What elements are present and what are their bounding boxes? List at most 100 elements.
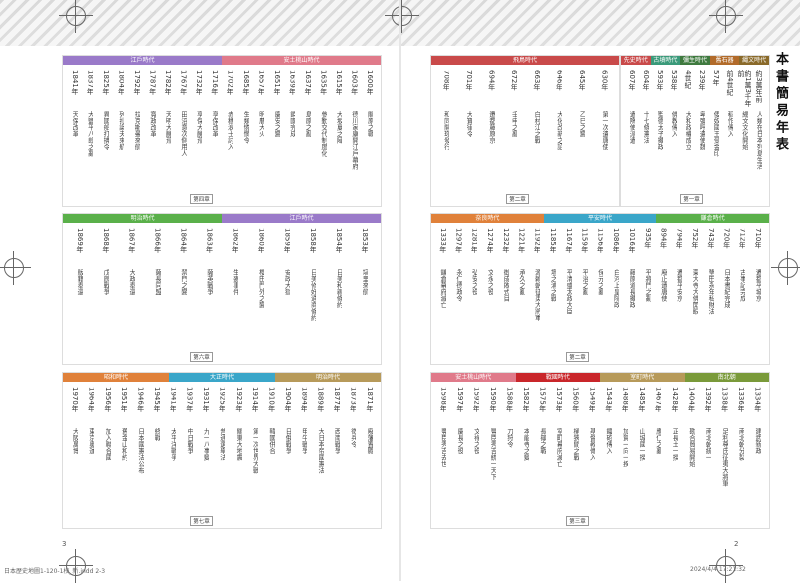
entry-event: 明曆大火: [257, 111, 265, 137]
timeline-entry: 1582年 本能寺之變: [518, 387, 534, 516]
timeline-entry: 1600年 關原之戰: [362, 70, 377, 194]
entry-event: 日本書紀完成: [722, 269, 730, 308]
entry-event: 終戰: [152, 428, 160, 441]
entry-event: 培里來航: [361, 269, 369, 295]
entry-event: 寬政改革: [148, 111, 156, 137]
entry-year: 1716年: [210, 70, 218, 95]
entry-event: 稻作傳入: [726, 111, 733, 137]
timeline-entry: 1274年 文永之役: [482, 228, 497, 352]
timeline-entry: 1871年 廢藩置縣: [362, 387, 377, 516]
era-band: 明治時代 江戶時代: [63, 214, 381, 223]
timeline-entry: 1590年 豐臣秀吉統一天下: [485, 387, 501, 516]
entry-event: 承久之亂: [517, 269, 525, 295]
crop-mark-icon: [0, 251, 31, 285]
entry-event: 戊辰戰爭: [101, 269, 109, 295]
entry-year: 1600年: [366, 70, 374, 95]
entry-event: 平清盛太政大臣: [564, 269, 572, 315]
timeline-entry: 607年 遣隋使派遣: [625, 70, 638, 194]
timeline-entry: 1637年 島原之亂: [300, 70, 315, 194]
timeline-entry: 1651年 慶安之變: [269, 70, 284, 194]
timeline-entry: 1334年 建武新政: [749, 387, 765, 516]
entry-event: 佛教傳入: [670, 111, 677, 137]
entry-event: 南北朝分裂: [737, 428, 745, 461]
timeline-entry: 1910年 韓國併合: [263, 387, 278, 516]
entry-year: 538年: [670, 70, 677, 91]
era-label: 昭和時代: [63, 373, 169, 382]
entry-year: 1787年: [148, 70, 156, 95]
entry-event: 豐臣秀吉去世: [439, 428, 447, 467]
timeline-entry: 1868年戊辰戰爭: [93, 228, 118, 352]
chapter-tag: 第二章: [506, 194, 529, 204]
entry-event: 乙巳之變: [578, 111, 586, 137]
timeline-columns: 1871年 廢藩置縣 1873年 徵兵令 1877年 西南戰爭 1889年 大日本帝國憲法 18…: [67, 387, 377, 516]
entry-year: 645年: [578, 70, 586, 91]
entry-year: 1871年: [365, 387, 373, 412]
entry-event: 島原之亂: [304, 111, 312, 137]
entry-event: 豐臣秀吉統一天下: [488, 428, 496, 480]
crop-mark-icon: [709, 0, 743, 33]
entry-year: 630年: [600, 70, 608, 91]
timeline-entry: 約1萬3千年前 繩文文化開始: [737, 70, 751, 194]
entry-year: 604年: [642, 70, 649, 91]
entry-event: 薩長同盟: [153, 269, 161, 295]
timeline-entry: 538年佛教傳入: [667, 70, 680, 194]
entry-year: 1016年: [627, 228, 635, 253]
entry-year: 239年: [698, 70, 705, 91]
era-label: 平安時代: [543, 214, 657, 223]
era-label: 古墳時代: [650, 56, 681, 65]
era-label: 先史時代: [621, 56, 651, 65]
timeline-entry: 935年 平將門之亂: [640, 228, 655, 352]
timeline-section: 安土桃山時代 戰國時代 室町時代 南北朝 1334年 建武新政 1336年 南北朝分裂 1338…: [430, 372, 770, 529]
entry-event: 本能寺之變: [522, 428, 530, 461]
timeline-entry: 1889年 大日本帝國憲法: [313, 387, 328, 516]
entry-event: 關東大地震: [234, 428, 242, 461]
entry-event: 東大寺大佛開眼: [691, 269, 699, 315]
timeline-entry: 710年 遷都平城京: [750, 228, 765, 352]
timeline-entry: 前4世紀 稻作傳入: [723, 70, 736, 194]
timeline-entry: 1597年 慶長之役: [452, 387, 468, 516]
timeline-entry: 1873年 徵兵令: [345, 387, 360, 516]
timeline-entry: 1732年 享保大饑荒: [191, 70, 206, 194]
timeline-entry: 1862年 生麥事件: [222, 228, 247, 352]
timeline-entry: 239年 卑彌呼遣使魏: [695, 70, 708, 194]
timeline-entry: 57年 倭奴國王受金印: [709, 70, 722, 194]
timeline-columns: 1853年 培里來航 1854年 日美和親條約 1858年 日美修好通商條約 1859年 安政…: [67, 228, 377, 352]
entry-event: 勘合貿易開始: [687, 428, 695, 467]
timeline-entry: 708年 和同開珎發行: [435, 70, 457, 194]
entry-event: 壇之浦之戰: [549, 269, 557, 302]
timeline-entry: 712年 古事記完成: [734, 228, 749, 352]
timeline-entry: 1767年 田沼意次側用人: [176, 70, 191, 194]
timeline-entry: 1232年 御成敗式目: [498, 228, 513, 352]
entry-event: 天保改革: [70, 111, 78, 137]
entry-year: 1837年: [86, 70, 94, 95]
entry-event: 白村江之戰: [532, 111, 540, 144]
entry-year: 794年: [675, 228, 683, 249]
entry-year: 1868年: [101, 228, 109, 253]
entry-year: 1866年: [153, 228, 161, 253]
entry-year: 1804年: [117, 70, 125, 95]
entry-event: 參勤交代制度化: [319, 111, 327, 157]
timeline-entry: 604年 十七條憲法: [639, 70, 652, 194]
timeline-columns: 1334年 建武新政 1336年 南北朝分裂 1338年 足利尊氏征夷大將軍 1392年 南北…: [435, 387, 765, 516]
entry-event: 德川家康開江戶幕府: [350, 111, 358, 170]
timeline-entry: 1937年 中日戰爭: [182, 387, 197, 516]
entry-year: 1914年: [251, 387, 259, 412]
entry-year: 1560年: [571, 387, 579, 412]
timeline-entry: 1404年 勘合貿易開始: [683, 387, 699, 516]
entry-year: 1792年: [133, 70, 141, 95]
timeline-columns: 630年 第一次遣唐使 645年 乙巳之變 646年 大化改新之詔 663年 白村江之戰 672…: [435, 70, 615, 194]
timeline-entry: 1702年 赤穗浪士討入: [223, 70, 238, 194]
entry-year: 1488年: [621, 387, 629, 412]
timeline-entry: 1970年 大阪萬博: [67, 387, 82, 516]
timeline-entry: 1635年 參勤交代制度化: [316, 70, 331, 194]
page-number-right: 2: [734, 540, 739, 548]
entry-year: 1167年: [564, 228, 572, 253]
era-label: 繩文時代: [739, 56, 769, 65]
timeline-entry: 1639年 鎖國完成: [285, 70, 300, 194]
entry-event: 文永之役: [486, 269, 494, 295]
timeline-entry: 1185年 壇之浦之戰: [545, 228, 560, 352]
entry-event: 鐵砲傳入: [604, 428, 612, 454]
entry-year: 1858年: [309, 228, 317, 253]
entry-year: 1392年: [704, 387, 712, 412]
entry-event: 版籍奉還: [75, 269, 83, 295]
